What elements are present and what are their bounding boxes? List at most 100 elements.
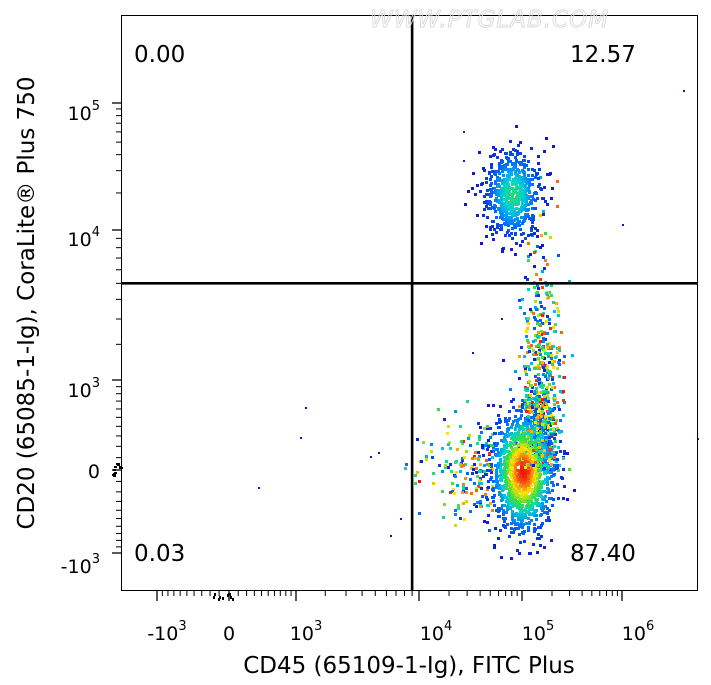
event-point bbox=[536, 432, 539, 435]
event-point bbox=[507, 503, 510, 506]
event-point bbox=[553, 456, 556, 459]
event-point bbox=[563, 485, 566, 488]
event-point bbox=[537, 436, 540, 439]
event-point bbox=[463, 456, 466, 459]
event-point bbox=[544, 415, 547, 418]
event-point bbox=[524, 370, 527, 373]
event-point bbox=[480, 487, 483, 490]
event-point bbox=[558, 359, 561, 362]
event-point bbox=[527, 288, 530, 291]
event-point bbox=[552, 145, 555, 148]
event-point bbox=[542, 256, 545, 259]
event-point bbox=[502, 452, 505, 455]
event-point bbox=[517, 144, 520, 147]
event-point bbox=[546, 448, 549, 451]
event-point bbox=[460, 440, 463, 443]
event-point bbox=[518, 171, 521, 174]
event-point bbox=[531, 401, 534, 404]
event-point bbox=[471, 187, 474, 190]
event-point bbox=[532, 441, 535, 444]
event-point bbox=[546, 346, 549, 349]
event-point bbox=[527, 215, 530, 218]
event-point bbox=[538, 323, 541, 326]
event-point bbox=[509, 168, 512, 171]
event-point bbox=[527, 255, 530, 258]
event-point bbox=[551, 386, 554, 389]
event-point bbox=[533, 475, 536, 478]
event-point bbox=[512, 219, 515, 222]
event-point bbox=[547, 467, 550, 470]
event-point bbox=[511, 448, 514, 451]
event-point bbox=[493, 494, 496, 497]
event-point bbox=[537, 314, 540, 317]
event-point bbox=[530, 384, 533, 387]
event-point bbox=[447, 425, 450, 428]
event-point bbox=[487, 486, 490, 489]
event-point bbox=[546, 343, 549, 346]
event-point bbox=[536, 477, 539, 480]
event-point bbox=[534, 487, 537, 490]
event-point bbox=[524, 217, 527, 220]
event-point bbox=[528, 521, 531, 524]
event-point bbox=[464, 477, 467, 480]
event-point bbox=[544, 400, 547, 403]
event-point bbox=[538, 471, 541, 474]
event-point bbox=[541, 361, 544, 364]
event-point bbox=[480, 242, 483, 245]
event-point bbox=[503, 436, 506, 439]
event-point bbox=[232, 598, 234, 601]
event-point bbox=[533, 392, 536, 395]
event-point bbox=[501, 190, 504, 193]
event-point bbox=[547, 516, 550, 519]
event-point bbox=[500, 205, 503, 208]
event-point bbox=[549, 352, 552, 355]
event-point bbox=[514, 453, 517, 456]
event-point bbox=[475, 487, 478, 490]
event-point bbox=[538, 183, 541, 186]
event-point bbox=[117, 463, 120, 465]
event-point bbox=[539, 362, 542, 365]
x-tick-label: 103 bbox=[290, 619, 322, 645]
event-point bbox=[538, 398, 541, 401]
event-point bbox=[563, 450, 566, 453]
event-point bbox=[511, 516, 514, 519]
event-point bbox=[535, 192, 538, 195]
event-point bbox=[430, 443, 433, 446]
event-point bbox=[546, 315, 549, 318]
event-point bbox=[529, 410, 532, 413]
event-point bbox=[520, 509, 523, 512]
event-point bbox=[516, 421, 519, 424]
event-point bbox=[497, 426, 500, 429]
event-point bbox=[548, 417, 551, 420]
event-point bbox=[449, 447, 452, 450]
event-point bbox=[500, 450, 503, 453]
event-point bbox=[523, 208, 526, 211]
event-point bbox=[514, 191, 517, 194]
event-point bbox=[530, 217, 533, 220]
event-point bbox=[506, 423, 509, 426]
event-point bbox=[499, 466, 502, 469]
event-point bbox=[494, 180, 497, 183]
event-point bbox=[543, 349, 546, 352]
event-point bbox=[524, 508, 527, 511]
event-point bbox=[518, 175, 521, 178]
event-point bbox=[496, 223, 499, 226]
event-point bbox=[491, 444, 494, 447]
event-point bbox=[501, 202, 504, 205]
event-point bbox=[498, 162, 501, 165]
event-point bbox=[502, 486, 505, 489]
event-point bbox=[534, 339, 537, 342]
event-point bbox=[544, 392, 547, 395]
event-point bbox=[501, 432, 504, 435]
event-point bbox=[514, 172, 517, 175]
event-point bbox=[459, 425, 462, 428]
event-point bbox=[510, 531, 513, 534]
event-point bbox=[519, 193, 522, 196]
event-point bbox=[531, 386, 534, 389]
event-point bbox=[516, 203, 519, 206]
event-point bbox=[527, 429, 530, 432]
event-point bbox=[525, 450, 528, 453]
event-point bbox=[486, 202, 489, 205]
event-point bbox=[537, 533, 540, 536]
event-point bbox=[534, 431, 537, 434]
